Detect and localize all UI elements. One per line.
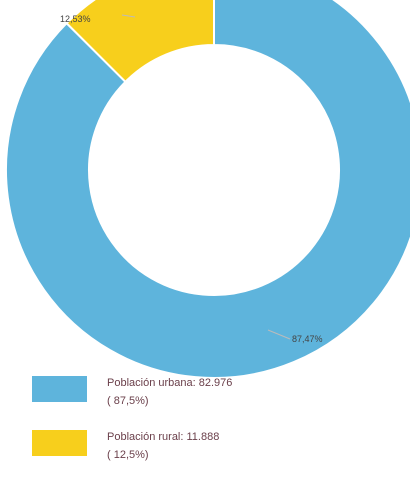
legend-percent-urban: ( 87,5%) [107, 395, 149, 407]
slice-urban [5, 0, 410, 379]
data-label-urban: 87,47% [292, 334, 323, 344]
legend-label-rural: Población rural: 11.888 [107, 431, 220, 443]
legend-item-rural: Población rural: 11.888 ( 12,5%) [32, 420, 352, 468]
legend-item-urban: Población urbana: 82.976 ( 87,5%) [32, 366, 352, 414]
slices-group [5, 0, 410, 379]
leader-line-rural [121, 14, 136, 18]
leader-line-urban [267, 329, 291, 340]
legend-label-urban: Población urbana: 82.976 [107, 377, 233, 389]
legend-percent-rural: ( 12,5%) [107, 449, 149, 461]
legend-swatch-rural [32, 430, 87, 456]
legend-text-rural: Población rural: 11.888 ( 12,5%) [107, 428, 347, 464]
legend-text-urban: Población urbana: 82.976 ( 87,5%) [107, 374, 347, 410]
data-label-rural: 12,53% [60, 14, 91, 24]
legend: Población urbana: 82.976 ( 87,5%) Poblac… [32, 366, 352, 474]
legend-swatch-urban [32, 376, 87, 402]
data-labels-group: 87,47% 12,53% [60, 14, 323, 344]
slice-rural [65, 0, 215, 84]
